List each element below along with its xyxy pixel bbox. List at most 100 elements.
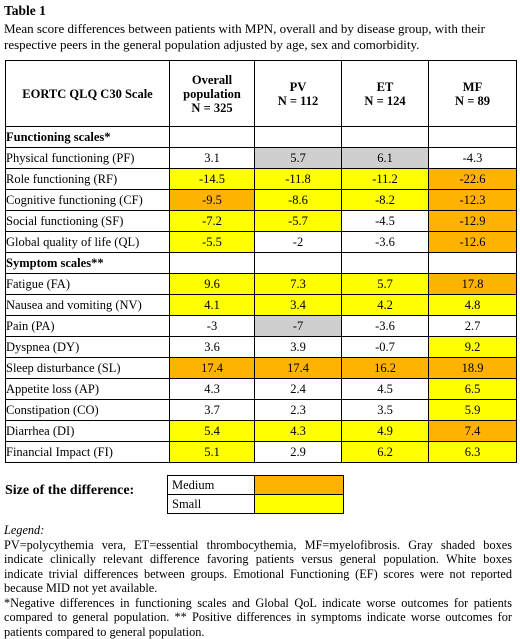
cell-overall: -5.5: [170, 232, 255, 253]
pv-column-header: PV N = 112: [255, 61, 342, 127]
cell-mf: -4.3: [429, 148, 517, 169]
cell-mf: 9.2: [429, 337, 517, 358]
legend-label-medium: Medium: [168, 476, 255, 495]
cell-mf: -12.6: [429, 232, 517, 253]
row-label: Role functioning (RF): [6, 169, 170, 190]
et-header-name: ET: [342, 80, 428, 94]
cell-overall: -7.2: [170, 211, 255, 232]
results-table: EORTC QLQ C30 Scale Overall population N…: [5, 60, 517, 463]
cell-mf: 7.4: [429, 421, 517, 442]
row-label: Financial Impact (FI): [6, 442, 170, 463]
cell-pv: -8.6: [255, 190, 342, 211]
cell-mf: 17.8: [429, 274, 517, 295]
cell-pv: 7.3: [255, 274, 342, 295]
row-label: Fatigue (FA): [6, 274, 170, 295]
cell-overall: -9.5: [170, 190, 255, 211]
cell-mf: 6.3: [429, 442, 517, 463]
section-row-functioning: Functioning scales*: [6, 127, 517, 148]
cell-overall: 3.6: [170, 337, 255, 358]
overall-header-line2: population: [170, 87, 254, 101]
legend-heading: Legend:: [4, 523, 512, 538]
row-label: Global quality of life (QL): [6, 232, 170, 253]
cell-pv: 3.9: [255, 337, 342, 358]
cell-overall: 4.3: [170, 379, 255, 400]
table-row: Cognitive functioning (CF) -9.5 -8.6 -8.…: [6, 190, 517, 211]
table-row: Global quality of life (QL) -5.5 -2 -3.6…: [6, 232, 517, 253]
cell-et: -0.7: [342, 337, 429, 358]
cell-pv: 2.3: [255, 400, 342, 421]
cell-pv: 4.3: [255, 421, 342, 442]
cell-et: 6.2: [342, 442, 429, 463]
cell-pv: -5.7: [255, 211, 342, 232]
cell-mf: 18.9: [429, 358, 517, 379]
table-row: Fatigue (FA) 9.6 7.3 5.7 17.8: [6, 274, 517, 295]
size-legend-title: Size of the difference:: [5, 483, 134, 499]
cell-pv: 17.4: [255, 358, 342, 379]
cell-et: 3.5: [342, 400, 429, 421]
table-row: Diarrhea (DI) 5.4 4.3 4.9 7.4: [6, 421, 517, 442]
cell-overall: 3.1: [170, 148, 255, 169]
table-row: Nausea and vomiting (NV) 4.1 3.4 4.2 4.8: [6, 295, 517, 316]
row-label: Diarrhea (DI): [6, 421, 170, 442]
cell-et: -8.2: [342, 190, 429, 211]
mf-column-header: MF N = 89: [429, 61, 517, 127]
table-row: Financial Impact (FI) 5.1 2.9 6.2 6.3: [6, 442, 517, 463]
cell-pv: 3.4: [255, 295, 342, 316]
row-label: Pain (PA): [6, 316, 170, 337]
cell-pv: 2.4: [255, 379, 342, 400]
cell-pv: -2: [255, 232, 342, 253]
cell-et: 4.5: [342, 379, 429, 400]
pv-header-name: PV: [255, 80, 341, 94]
cell-mf: -12.9: [429, 211, 517, 232]
size-legend-table: Medium Small: [167, 475, 344, 514]
cell-overall: 5.1: [170, 442, 255, 463]
cell-mf: 5.9: [429, 400, 517, 421]
table-notes: Legend: PV=polycythemia vera, ET=essenti…: [4, 523, 516, 639]
table-row: Dyspnea (DY) 3.6 3.9 -0.7 9.2: [6, 337, 517, 358]
mf-header-name: MF: [429, 80, 516, 94]
cell-overall: -3: [170, 316, 255, 337]
header-row: EORTC QLQ C30 Scale Overall population N…: [6, 61, 517, 127]
pv-header-n: N = 112: [255, 94, 341, 108]
cell-overall: 3.7: [170, 400, 255, 421]
overall-header-n: N = 325: [170, 101, 254, 115]
cell-mf: -22.6: [429, 169, 517, 190]
legend-text: PV=polycythemia vera, ET=essential throm…: [4, 538, 512, 596]
row-label: Appetite loss (AP): [6, 379, 170, 400]
row-label: Sleep disturbance (SL): [6, 358, 170, 379]
table-row: Role functioning (RF) -14.5 -11.8 -11.2 …: [6, 169, 517, 190]
table-figure: Table 1 Mean score differences between p…: [4, 2, 516, 639]
table-row: Sleep disturbance (SL) 17.4 17.4 16.2 18…: [6, 358, 517, 379]
table-row: Social functioning (SF) -7.2 -5.7 -4.5 -…: [6, 211, 517, 232]
cell-overall: -14.5: [170, 169, 255, 190]
row-label: Constipation (CO): [6, 400, 170, 421]
cell-et: -4.5: [342, 211, 429, 232]
cell-overall: 4.1: [170, 295, 255, 316]
et-column-header: ET N = 124: [342, 61, 429, 127]
section-row-symptom: Symptom scales**: [6, 253, 517, 274]
legend-label-small: Small: [168, 495, 255, 514]
size-legend-area: Size of the difference: Medium Small: [4, 473, 516, 517]
section-heading-functioning: Functioning scales*: [6, 127, 170, 148]
legend-swatch-small: [255, 495, 344, 514]
row-label: Cognitive functioning (CF): [6, 190, 170, 211]
table-row: Pain (PA) -3 -7 -3.6 2.7: [6, 316, 517, 337]
cell-mf: 6.5: [429, 379, 517, 400]
cell-et: 4.2: [342, 295, 429, 316]
cell-pv: -11.8: [255, 169, 342, 190]
cell-pv: 5.7: [255, 148, 342, 169]
cell-et: 5.7: [342, 274, 429, 295]
row-label: Nausea and vomiting (NV): [6, 295, 170, 316]
cell-mf: 4.8: [429, 295, 517, 316]
table-row: Constipation (CO) 3.7 2.3 3.5 5.9: [6, 400, 517, 421]
cell-et: 6.1: [342, 148, 429, 169]
cell-et: 4.9: [342, 421, 429, 442]
row-label: Dyspnea (DY): [6, 337, 170, 358]
cell-et: -3.6: [342, 232, 429, 253]
scale-column-header: EORTC QLQ C30 Scale: [6, 61, 170, 127]
cell-et: 16.2: [342, 358, 429, 379]
cell-et: -3.6: [342, 316, 429, 337]
table-row: Physical functioning (PF) 3.1 5.7 6.1 -4…: [6, 148, 517, 169]
overall-column-header: Overall population N = 325: [170, 61, 255, 127]
cell-mf: -12.3: [429, 190, 517, 211]
